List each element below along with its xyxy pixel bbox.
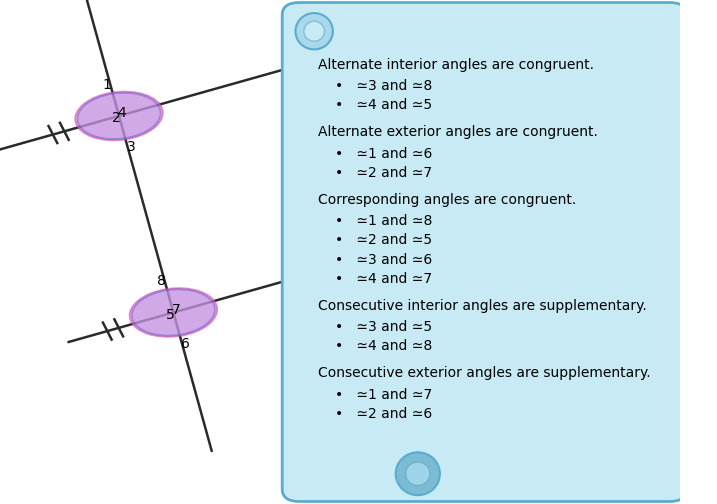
Text: 5: 5 [166, 308, 175, 322]
Text: •   ≃2 and ≃5: • ≃2 and ≃5 [336, 233, 432, 247]
Text: 1: 1 [103, 78, 111, 92]
Text: Consecutive exterior angles are supplementary.: Consecutive exterior angles are suppleme… [318, 366, 651, 381]
Ellipse shape [75, 92, 163, 140]
Ellipse shape [406, 462, 430, 485]
Ellipse shape [304, 21, 324, 41]
Ellipse shape [132, 289, 215, 336]
Text: 7: 7 [171, 303, 181, 317]
Ellipse shape [396, 453, 440, 495]
Text: •   ≃2 and ≃6: • ≃2 and ≃6 [336, 407, 432, 421]
Text: •   ≃3 and ≃5: • ≃3 and ≃5 [336, 320, 432, 334]
Text: 6: 6 [181, 337, 190, 351]
Text: •   ≃1 and ≃7: • ≃1 and ≃7 [336, 388, 432, 402]
Text: Alternate interior angles are congruent.: Alternate interior angles are congruent. [318, 58, 594, 72]
Ellipse shape [130, 288, 217, 337]
FancyBboxPatch shape [282, 3, 687, 501]
Text: 4: 4 [118, 106, 126, 120]
Text: Consecutive interior angles are supplementary.: Consecutive interior angles are suppleme… [318, 299, 647, 313]
Text: •   ≃1 and ≃6: • ≃1 and ≃6 [336, 147, 432, 161]
Text: •   ≃2 and ≃7: • ≃2 and ≃7 [336, 166, 432, 180]
Text: •   ≃1 and ≃8: • ≃1 and ≃8 [336, 214, 432, 228]
Text: 3: 3 [127, 140, 136, 154]
Text: •   ≃4 and ≃7: • ≃4 and ≃7 [336, 272, 432, 286]
Text: 8: 8 [157, 274, 166, 288]
Text: •   ≃4 and ≃8: • ≃4 and ≃8 [336, 339, 432, 353]
Text: Alternate exterior angles are congruent.: Alternate exterior angles are congruent. [318, 125, 598, 140]
Ellipse shape [77, 93, 161, 139]
Text: •   ≃3 and ≃6: • ≃3 and ≃6 [336, 253, 432, 267]
Text: Corresponding angles are congruent.: Corresponding angles are congruent. [318, 193, 576, 207]
Text: •   ≃3 and ≃8: • ≃3 and ≃8 [336, 79, 432, 93]
Text: 2: 2 [112, 111, 120, 125]
Ellipse shape [295, 13, 333, 49]
Text: •   ≃4 and ≃5: • ≃4 and ≃5 [336, 98, 432, 112]
